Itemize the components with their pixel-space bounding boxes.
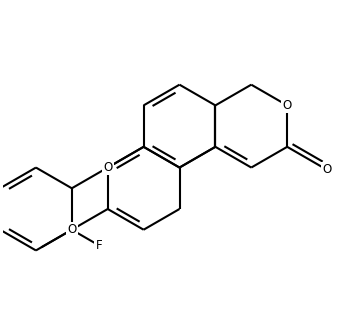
Text: O: O bbox=[67, 223, 76, 236]
Text: F: F bbox=[95, 239, 102, 252]
Text: O: O bbox=[283, 99, 292, 112]
Text: O: O bbox=[322, 163, 331, 176]
Text: O: O bbox=[103, 161, 112, 174]
